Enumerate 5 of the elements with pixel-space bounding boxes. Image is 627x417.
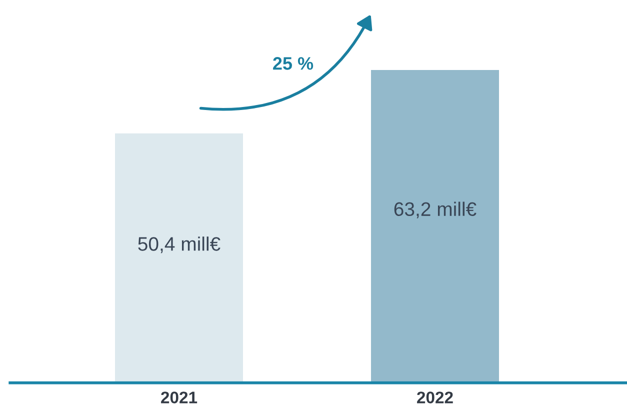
text: 25 % — [273, 57, 314, 70]
data-label: 63,2 mill€ — [394, 202, 476, 218]
x-tick-label: 2021 — [161, 392, 198, 404]
x-tick-label: 2022 — [417, 392, 453, 404]
data-label: 50,4 mill€ — [138, 236, 220, 254]
